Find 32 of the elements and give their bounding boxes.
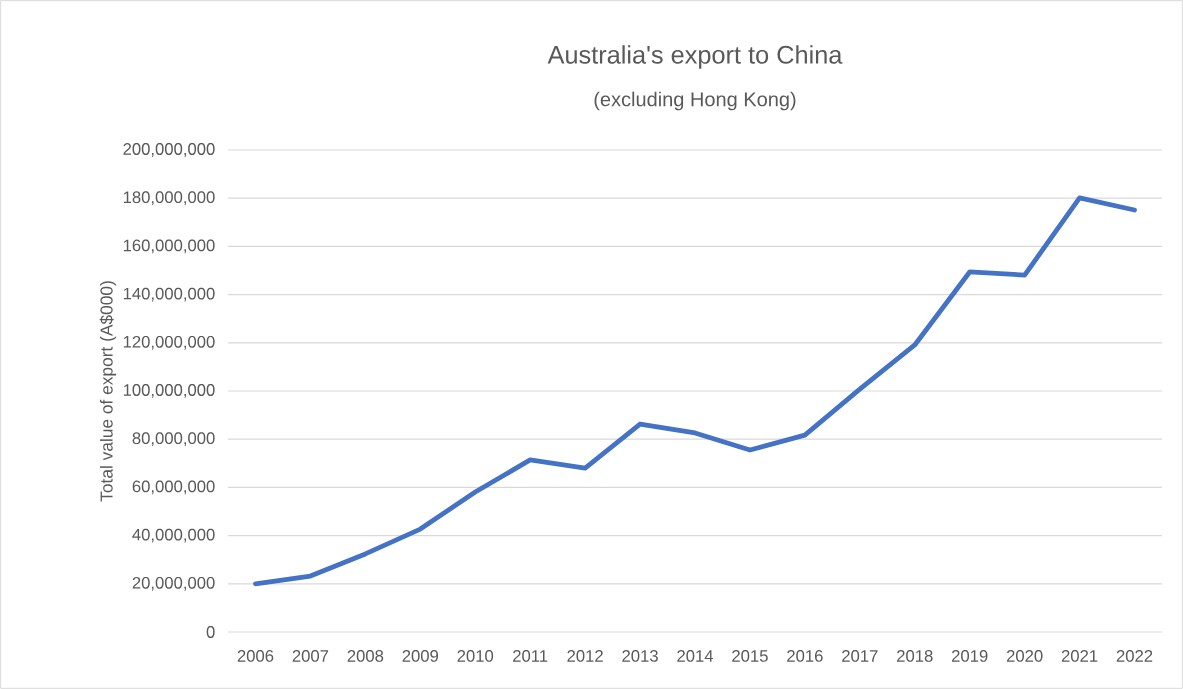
y-tick-label: 160,000,000	[123, 239, 215, 254]
x-tick-label: 2022	[1116, 650, 1153, 662]
x-tick-label: 2020	[1006, 650, 1043, 662]
chart-title: Australia's export to China	[547, 45, 843, 69]
x-tick-label: 2019	[952, 650, 988, 662]
y-tick-label: 60,000,000	[132, 480, 215, 495]
y-axis-title: Total value of export (A$000)	[99, 281, 117, 502]
y-tick-label: 180,000,000	[123, 191, 215, 206]
x-tick-label: 2006	[237, 650, 274, 662]
y-tick-label: 100,000,000	[123, 384, 215, 398]
x-tick-label: 2021	[1061, 650, 1098, 662]
chart-subtitle: (excluding Hong Kong)	[594, 91, 796, 111]
x-tick-label: 2015	[732, 650, 768, 662]
x-tick-label: 2013	[622, 650, 658, 662]
x-tick-label: 2014	[677, 650, 714, 662]
x-tick-label: 2011	[513, 650, 548, 662]
x-tick-label: 2008	[347, 650, 384, 662]
x-tick-label: 2018	[897, 650, 933, 662]
line-series	[253, 195, 1137, 587]
y-tick-label: 140,000,000	[123, 287, 215, 302]
x-tick-label: 2009	[402, 650, 439, 662]
y-tick-label: 0	[206, 626, 215, 638]
x-tick-label: 2010	[457, 650, 494, 662]
x-tick-label: 2007	[292, 650, 329, 662]
x-tick-label: 2017	[842, 650, 878, 662]
y-tick-label: 40,000,000	[132, 528, 215, 543]
y-tick-label: 20,000,000	[132, 576, 215, 591]
y-tick-label: 80,000,000	[132, 432, 215, 447]
x-tick-label: 2016	[787, 650, 823, 662]
y-tick-label: 120,000,000	[123, 335, 215, 350]
y-tick-label: 200,000,000	[123, 143, 215, 157]
x-tick-label: 2012	[567, 650, 603, 662]
